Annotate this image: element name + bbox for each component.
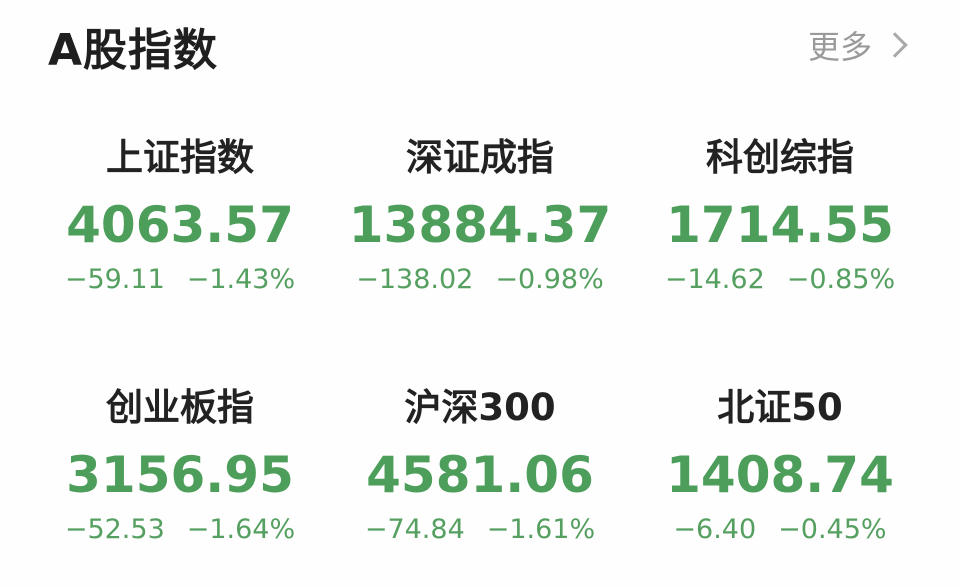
index-change: −52.53 bbox=[64, 514, 165, 545]
index-name: 沪深300 bbox=[404, 386, 556, 429]
index-grid: 上证指数 4063.57 −59.11 −1.43% 深证成指 13884.37 −… bbox=[30, 130, 930, 580]
index-item[interactable]: 沪深300 4581.06 −74.84 −1.61% bbox=[330, 380, 630, 580]
index-item[interactable]: 科创综指 1714.55 −14.62 −0.85% bbox=[630, 130, 930, 380]
index-change-pct: −1.64% bbox=[186, 514, 296, 545]
index-price: 4063.57 bbox=[66, 196, 294, 254]
index-change: −14.62 bbox=[664, 264, 765, 295]
index-item[interactable]: 创业板指 3156.95 −52.53 −1.64% bbox=[30, 380, 330, 580]
more-button[interactable]: 更多 bbox=[807, 22, 908, 68]
index-item[interactable]: 上证指数 4063.57 −59.11 −1.43% bbox=[30, 130, 330, 380]
index-price: 13884.37 bbox=[348, 196, 612, 254]
index-name: 创业板指 bbox=[106, 386, 254, 429]
index-name: 上证指数 bbox=[106, 136, 254, 179]
index-price: 4581.06 bbox=[366, 446, 594, 504]
index-change: −59.11 bbox=[64, 264, 165, 295]
index-change-pct: −1.61% bbox=[486, 514, 596, 545]
index-name: 深证成指 bbox=[406, 136, 554, 179]
index-price: 1714.55 bbox=[666, 196, 894, 254]
index-change-pct: −0.85% bbox=[786, 264, 896, 295]
index-price: 3156.95 bbox=[66, 446, 294, 504]
index-change: −6.40 bbox=[673, 514, 757, 545]
index-change-pct: −0.45% bbox=[778, 514, 887, 545]
index-change: −74.84 bbox=[364, 514, 465, 545]
index-name: 科创综指 bbox=[706, 136, 854, 179]
index-price: 1408.74 bbox=[666, 446, 894, 504]
section-title: A股指数 bbox=[48, 25, 219, 76]
index-item[interactable]: 北证50 1408.74 −6.40 −0.45% bbox=[630, 380, 930, 580]
chevron-right-icon bbox=[882, 32, 908, 58]
index-change-pct: −0.98% bbox=[495, 264, 604, 295]
index-item[interactable]: 深证成指 13884.37 −138.02 −0.98% bbox=[330, 130, 630, 380]
more-label: 更多 bbox=[807, 28, 872, 66]
index-change-pct: −1.43% bbox=[186, 264, 296, 295]
index-change: −138.02 bbox=[356, 264, 474, 295]
index-name: 北证50 bbox=[717, 386, 843, 429]
